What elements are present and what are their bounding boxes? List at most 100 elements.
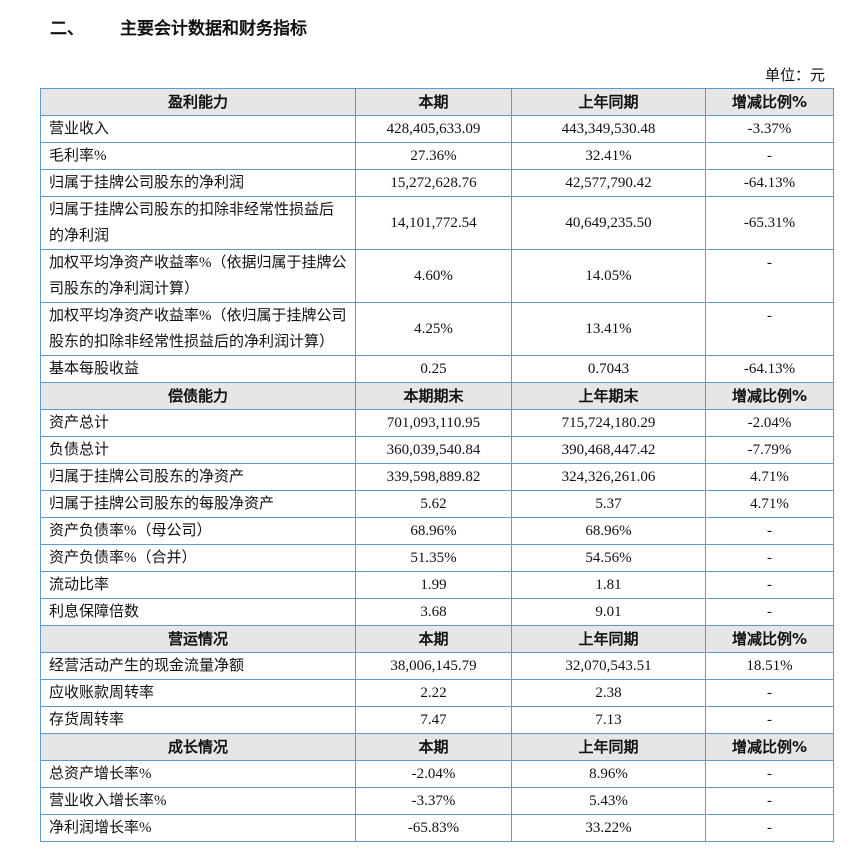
- change-percent: -65.31%: [705, 196, 834, 250]
- current-value: 4.60%: [355, 249, 512, 303]
- change-percent: -: [705, 679, 834, 707]
- current-value: 339,598,889.82: [355, 463, 512, 491]
- change-percent: 4.71%: [705, 490, 834, 518]
- column-header: 营运情况: [40, 625, 356, 653]
- row-label: 归属于挂牌公司股东的净资产: [40, 463, 356, 491]
- prior-value: 7.13: [511, 706, 706, 734]
- financial-indicators-table: 盈利能力 本期 上年同期 增减比例% 营业收入 428,405,633.09 443,349…: [40, 88, 834, 842]
- row-label: 存货周转率: [40, 706, 356, 734]
- row-label: 总资产增长率%: [40, 760, 356, 788]
- table-row: 归属于挂牌公司股东的净利润 15,272,628.76 42,577,790.42-…: [40, 169, 834, 197]
- row-label: 应收账款周转率: [40, 679, 356, 707]
- prior-value: 32.41%: [511, 142, 706, 170]
- prior-value: 2.38: [511, 679, 706, 707]
- current-value: 68.96%: [355, 517, 512, 545]
- prior-value: 8.96%: [511, 760, 706, 788]
- current-value: 3.68: [355, 598, 512, 626]
- column-header: 上年同期: [511, 733, 706, 761]
- prior-value: 0.7043: [511, 355, 706, 383]
- column-header: 增减比例%: [705, 88, 834, 116]
- row-label: 资产负债率%（合并）: [40, 544, 356, 572]
- prior-value: 443,349,530.48: [511, 115, 706, 143]
- prior-value: 40,649,235.50: [511, 196, 706, 250]
- row-label: 基本每股收益: [40, 355, 356, 383]
- prior-value: 5.37: [511, 490, 706, 518]
- change-percent: -: [705, 760, 834, 788]
- table-row: 加权平均净资产收益率%（依据归属于挂牌公司股东的净利润计算） 4.60% 14.05…: [40, 249, 834, 303]
- column-header: 增减比例%: [705, 733, 834, 761]
- row-label: 资产负债率%（母公司）: [40, 517, 356, 545]
- table-row: 流动比率 1.99 1.81-: [40, 571, 834, 599]
- table-row: 加权平均净资产收益率%（依归属于挂牌公司股东的扣除非经常性损益后的净利润计算） 4…: [40, 302, 834, 356]
- row-label: 归属于挂牌公司股东的每股净资产: [40, 490, 356, 518]
- table-row: 资产总计 701,093,110.95 715,724,180.29 -2.04%: [40, 409, 834, 437]
- prior-value: 5.43%: [511, 787, 706, 815]
- change-percent: -3.37%: [705, 115, 834, 143]
- column-header: 本期期末: [355, 382, 512, 410]
- row-label: 资产总计: [40, 409, 356, 437]
- prior-value: 13.41%: [511, 302, 706, 356]
- table-row: 毛利率% 27.36% 32.41% -: [40, 142, 834, 170]
- row-label: 营业收入: [40, 115, 356, 143]
- section-heading: 二、 主要会计数据和财务指标: [50, 14, 307, 39]
- column-header: 偿债能力: [40, 382, 356, 410]
- row-label: 归属于挂牌公司股东的净利润: [40, 169, 356, 197]
- row-label: 净利润增长率%: [40, 814, 356, 842]
- change-percent: -: [705, 787, 834, 815]
- current-value: -2.04%: [355, 760, 512, 788]
- table-row: 经营活动产生的现金流量净额 38,006,145.79 32,070,543.51 1…: [40, 652, 834, 680]
- change-percent: -: [705, 302, 834, 356]
- section-number: 二、: [50, 19, 84, 39]
- current-value: 38,006,145.79: [355, 652, 512, 680]
- change-percent: -: [705, 544, 834, 572]
- change-percent: -: [705, 249, 834, 303]
- current-value: 5.62: [355, 490, 512, 518]
- prior-value: 32,070,543.51: [511, 652, 706, 680]
- change-percent: 18.51%: [705, 652, 834, 680]
- prior-value: 9.01: [511, 598, 706, 626]
- prior-value: 1.81: [511, 571, 706, 599]
- change-percent: 4.71%: [705, 463, 834, 491]
- row-label: 负债总计: [40, 436, 356, 464]
- current-value: 701,093,110.95: [355, 409, 512, 437]
- row-label: 加权平均净资产收益率%（依归属于挂牌公司股东的扣除非经常性损益后的净利润计算）: [40, 302, 356, 356]
- column-header: 本期: [355, 88, 512, 116]
- table-row: 资产负债率%（母公司） 68.96% 68.96% -: [40, 517, 834, 545]
- current-value: 2.22: [355, 679, 512, 707]
- table-row: 负债总计 360,039,540.84 390,468,447.42 -7.79%: [40, 436, 834, 464]
- current-value: 7.47: [355, 706, 512, 734]
- change-percent: -7.79%: [705, 436, 834, 464]
- change-percent: -: [705, 517, 834, 545]
- column-header: 上年期末: [511, 382, 706, 410]
- section-header-row: 盈利能力 本期 上年同期 增减比例%: [40, 88, 834, 116]
- table-row: 营业收入增长率% -3.37% 5.43% -: [40, 787, 834, 815]
- row-label: 流动比率: [40, 571, 356, 599]
- current-value: 428,405,633.09: [355, 115, 512, 143]
- table-row: 应收账款周转率 2.22 2.38-: [40, 679, 834, 707]
- column-header: 盈利能力: [40, 88, 356, 116]
- section-header-row: 偿债能力 本期期末 上年期末 增减比例%: [40, 382, 834, 410]
- change-percent: -: [705, 706, 834, 734]
- table-row: 总资产增长率% -2.04% 8.96% -: [40, 760, 834, 788]
- section-title: 主要会计数据和财务指标: [120, 19, 307, 39]
- unit-label: 单位：元: [764, 68, 825, 84]
- table-row: 净利润增长率% -65.83% 33.22% -: [40, 814, 834, 842]
- change-percent: -64.13%: [705, 355, 834, 383]
- table-row: 基本每股收益 0.25 0.7043 -64.13%: [40, 355, 834, 383]
- row-label: 加权平均净资产收益率%（依据归属于挂牌公司股东的净利润计算）: [40, 249, 356, 303]
- row-label: 归属于挂牌公司股东的扣除非经常性损益后的净利润: [40, 196, 356, 250]
- current-value: -65.83%: [355, 814, 512, 842]
- column-header: 增减比例%: [705, 625, 834, 653]
- prior-value: 14.05%: [511, 249, 706, 303]
- column-header: 上年同期: [511, 88, 706, 116]
- prior-value: 68.96%: [511, 517, 706, 545]
- current-value: 1.99: [355, 571, 512, 599]
- row-label: 利息保障倍数: [40, 598, 356, 626]
- column-header: 成长情况: [40, 733, 356, 761]
- change-percent: -2.04%: [705, 409, 834, 437]
- table-row: 归属于挂牌公司股东的每股净资产 5.62 5.37 4.71%: [40, 490, 834, 518]
- prior-value: 715,724,180.29: [511, 409, 706, 437]
- table-row: 营业收入 428,405,633.09 443,349,530.48 -3.37%: [40, 115, 834, 143]
- column-header: 上年同期: [511, 625, 706, 653]
- current-value: 27.36%: [355, 142, 512, 170]
